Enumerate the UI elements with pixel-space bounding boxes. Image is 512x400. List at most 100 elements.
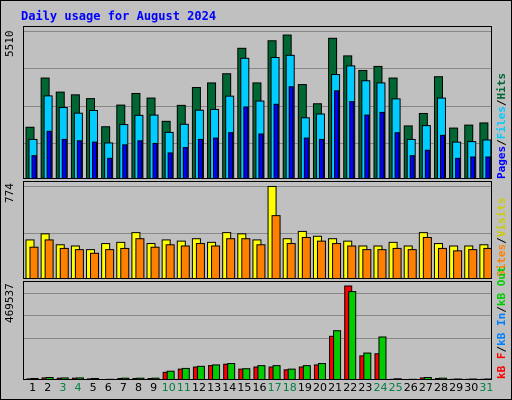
x-tick-label: 30 — [464, 381, 479, 394]
x-tick-label: 31 — [479, 381, 494, 394]
pages-bar — [258, 133, 264, 178]
legend-kb-f: kB F — [495, 352, 508, 380]
kbytes-panel — [23, 281, 492, 380]
kb-out-bar — [166, 370, 175, 379]
kb-out-bar — [181, 367, 190, 379]
kb-out-bar — [212, 364, 221, 379]
sites-bar — [226, 238, 236, 278]
x-tick-label: 5 — [89, 381, 97, 394]
legend-sep: / — [495, 237, 508, 244]
kb-out-bar — [333, 330, 342, 379]
sites-bar — [362, 249, 372, 278]
pages-bar — [318, 138, 324, 178]
x-tick-label: 27 — [418, 381, 433, 394]
pages-bar — [273, 103, 279, 178]
kb-in-bar — [26, 378, 35, 379]
x-axis-labels: 1 2 3 4 5 6 7 8 9 10 11 12 13 14 15 16 17 18 19 20 21 22 23 24 2… — [23, 381, 493, 395]
x-tick-label: 4 — [74, 381, 82, 394]
kb-out-bar — [302, 365, 311, 379]
sites-bar — [256, 244, 266, 278]
sites-bar — [483, 247, 491, 278]
kb-in-bar — [480, 378, 489, 379]
kb-out-bar — [91, 377, 100, 379]
kb-out-bar — [363, 352, 372, 379]
middle-ymax-label: 774 — [3, 183, 16, 203]
pages-bar — [364, 114, 370, 178]
x-tick-label: 14 — [222, 381, 237, 394]
kb-out-bar — [60, 377, 69, 379]
sites-bar — [211, 245, 221, 278]
pages-bar — [228, 132, 234, 178]
legend-sep: / — [495, 345, 508, 353]
pages-bar — [31, 155, 37, 178]
pages-bar — [394, 132, 400, 178]
x-tick-label: 13 — [207, 381, 222, 394]
kb-out-bar — [469, 378, 478, 379]
kb-out-bar — [484, 378, 491, 379]
legend-visits: Visits — [495, 197, 508, 238]
sites-bar — [241, 238, 251, 278]
sites-bar — [392, 247, 402, 278]
sites-bar — [437, 247, 447, 278]
x-tick-label: 8 — [134, 381, 142, 394]
legend-sep: / — [495, 139, 508, 146]
legend-kb-in: kB In — [495, 312, 508, 346]
kb-out-bar — [272, 365, 281, 379]
kb-out-bar — [423, 377, 432, 379]
x-tick-label: 3 — [59, 381, 67, 394]
x-tick-label: 29 — [449, 381, 464, 394]
sites-bar — [74, 249, 84, 278]
x-tick-label: 20 — [313, 381, 328, 394]
kb-in-bar — [389, 378, 398, 379]
sites-bar — [105, 249, 115, 278]
legend-kb-out: kB Out — [495, 266, 508, 307]
x-tick-label: 17 — [267, 381, 282, 394]
pages-bar — [61, 138, 67, 178]
sites-bar — [286, 243, 296, 278]
pages-bar — [243, 106, 249, 178]
x-tick-label: 12 — [191, 381, 206, 394]
pages-bar — [152, 142, 158, 178]
sites-bar — [150, 246, 160, 278]
top-legend: Pages/Files/Hits — [495, 29, 511, 179]
pages-bar — [485, 156, 491, 178]
kb-out-bar — [45, 377, 54, 379]
legend-sep: / — [495, 99, 508, 107]
kb-out-bar — [30, 377, 39, 379]
kb-out-bar — [348, 291, 357, 379]
x-tick-label: 6 — [104, 381, 112, 394]
x-tick-label: 26 — [403, 381, 418, 394]
pages-bar — [455, 157, 461, 178]
sites-bar — [316, 240, 326, 278]
pages-bar — [349, 101, 355, 178]
x-tick-label: 28 — [434, 381, 449, 394]
pages-bar — [470, 156, 476, 178]
legend-sep: / — [495, 306, 508, 313]
sites-bar — [422, 236, 432, 278]
x-tick-label: 11 — [176, 381, 191, 394]
pages-bar — [46, 130, 52, 178]
sites-bar — [120, 247, 130, 278]
sites-bar — [377, 249, 387, 278]
top-ymax-label: 5510 — [3, 31, 16, 58]
pages-bar — [379, 111, 385, 178]
x-tick-label: 25 — [388, 381, 403, 394]
pages-bar — [92, 141, 98, 178]
sites-bar — [135, 238, 145, 278]
x-tick-label: 16 — [252, 381, 267, 394]
kb-out-bar — [454, 378, 463, 379]
sites-bar — [407, 249, 417, 278]
sites-bar — [301, 236, 311, 278]
kb-in-bar — [450, 378, 459, 379]
sites-bar — [90, 252, 100, 278]
x-tick-label: 1 — [29, 381, 37, 394]
kb-out-bar — [106, 378, 115, 379]
pages-bar — [122, 144, 128, 178]
pages-bar — [107, 157, 113, 178]
legend-files: Files — [495, 106, 508, 140]
sites-bar — [44, 239, 54, 278]
bottom-ymax-label: 469537 — [3, 283, 16, 323]
kb-out-bar — [408, 378, 417, 379]
kb-out-bar — [151, 377, 160, 379]
